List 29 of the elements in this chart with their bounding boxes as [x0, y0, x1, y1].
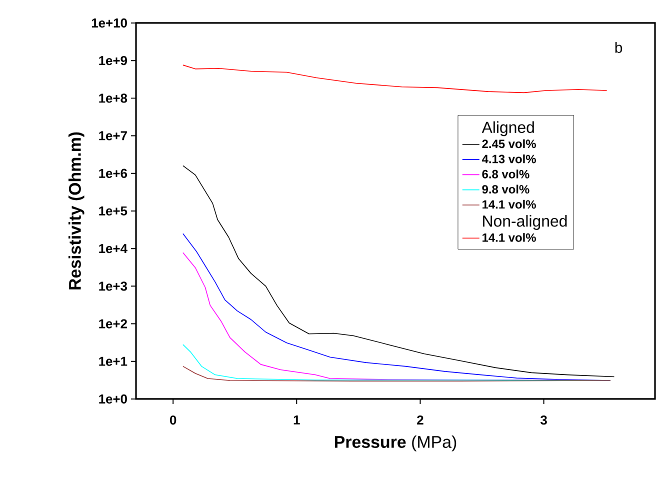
y-tick-label: 1e+3: [99, 282, 128, 291]
y-axis-title: Resistivity (Ohm.m): [68, 132, 84, 290]
y-tick-label: 1e+9: [99, 56, 127, 66]
y-tick-label: 1e+0: [99, 394, 127, 404]
x-tick-label: 0: [170, 415, 176, 425]
legend-label: 14.1 vol%: [482, 200, 536, 209]
annotation: Non-aligned: [483, 215, 567, 230]
y-tick-label: 1e+8: [99, 94, 128, 103]
y-tick-label: 1e+5: [99, 206, 128, 216]
legend-title: Aligned: [482, 121, 534, 136]
legend-label: 2.45 vol%: [482, 139, 536, 148]
legend-label: 14.1 vol%: [482, 233, 536, 242]
x-tick-label: 1: [294, 415, 300, 424]
line-series: [182, 165, 615, 378]
y-tick-label: 1e+10: [92, 18, 127, 28]
legend-label: 9.8 vol%: [482, 184, 530, 194]
legend-label: 6.8 vol%: [482, 170, 530, 178]
x-tick-label: 3: [540, 415, 547, 425]
line-series: [182, 64, 608, 94]
x-tick-label: 2: [417, 415, 424, 425]
y-tick-label: 1e+4: [99, 244, 128, 254]
y-tick-label: 1e+2: [99, 319, 127, 328]
x-axis-title: Pressure (MPa): [334, 436, 456, 452]
y-tick-label: 1e+6: [99, 168, 128, 178]
legend-label: 4.13 vol%: [482, 154, 536, 164]
annotation: b: [615, 42, 622, 53]
y-tick-label: 1e+1: [99, 356, 128, 366]
line-series: [182, 366, 611, 382]
y-tick-label: 1e+7: [99, 131, 127, 140]
